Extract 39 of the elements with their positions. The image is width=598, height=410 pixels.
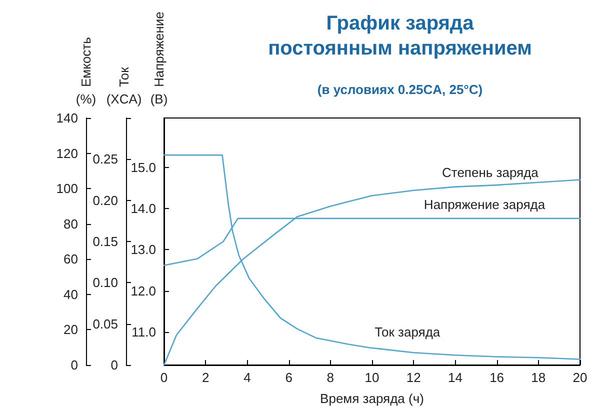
- y-tick-label: 11.0: [132, 324, 156, 340]
- x-tick-label: 2: [202, 370, 210, 385]
- y-tick-label: 13.0: [130, 242, 156, 258]
- chart-title: График заряда постоянным напряжением: [268, 12, 532, 60]
- x-tick-label: 4: [244, 370, 251, 385]
- y3-tick-label: 40: [64, 286, 78, 302]
- y2-axis-title: Ток (XCA): [106, 66, 142, 106]
- y2-tick-label: 0.15: [92, 234, 118, 249]
- chart-subtitle: (в условиях 0.25CA, 25°C): [317, 82, 483, 97]
- y2-tick-label: 0.20: [92, 192, 118, 208]
- y-tick-label: 15.0: [130, 160, 156, 175]
- x-tick-label: 8: [326, 370, 334, 385]
- series-label: Степень заряда: [442, 164, 540, 180]
- y-axis-title: Напряжение (В): [150, 12, 168, 106]
- y2-tick-label: 0.25: [92, 152, 118, 167]
- y2-tick-label: 0.05: [92, 316, 118, 332]
- y3-tick-label: 100: [56, 181, 78, 196]
- x-tick-label: 6: [285, 370, 292, 385]
- series-label: Ток заряда: [374, 324, 441, 340]
- y-tick-label: 12.0: [130, 283, 156, 298]
- y3-tick-label: 140: [56, 110, 78, 126]
- x-tick-label: 0: [160, 370, 168, 385]
- y-tick-label: 14.0: [130, 201, 156, 216]
- y3-tick-label: 120: [56, 146, 78, 161]
- x-tick-label: 10: [364, 370, 380, 385]
- y2-tick-label: 0.10: [92, 275, 118, 290]
- y3-tick-label: 60: [64, 252, 78, 267]
- y2-tick-label: 0: [110, 358, 118, 372]
- x-tick-label: 12: [406, 370, 421, 385]
- x-tick-label: 20: [572, 370, 588, 385]
- y3-tick-label: 80: [64, 216, 78, 232]
- x-tick-label: 16: [490, 370, 504, 385]
- series-label: Напряжение заряда: [424, 196, 546, 212]
- x-axis-title: Время заряда (ч): [320, 391, 424, 406]
- y3-tick-label: 20: [64, 322, 78, 338]
- x-tick-label: 14: [448, 370, 462, 385]
- y3-axis-title: Емкость (%): [76, 36, 96, 106]
- x-tick-label: 18: [531, 370, 546, 385]
- y3-tick-label: 0: [70, 358, 78, 372]
